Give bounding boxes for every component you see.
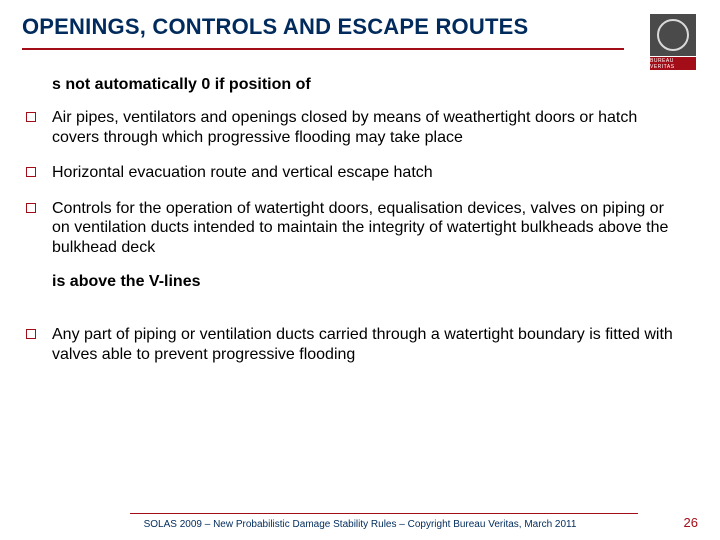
- title-row: OPENINGS, CONTROLS AND ESCAPE ROUTES BUR…: [22, 14, 698, 70]
- logo-circle-icon: [657, 19, 689, 51]
- bureau-veritas-logo: BUREAU VERITAS: [648, 14, 698, 70]
- intro-text: s not automatically 0 if position of: [52, 76, 684, 94]
- footer-text: SOLAS 2009 – New Probabilistic Damage St…: [0, 519, 720, 530]
- list-item: Controls for the operation of watertight…: [52, 199, 684, 258]
- logo-emblem: [650, 14, 696, 56]
- slide: OPENINGS, CONTROLS AND ESCAPE ROUTES BUR…: [0, 0, 720, 540]
- bullet-text: Horizontal evacuation route and vertical…: [52, 163, 433, 183]
- square-bullet-icon: [26, 203, 36, 213]
- list-item: Any part of piping or ventilation ducts …: [52, 325, 684, 364]
- title-underline: [22, 48, 624, 50]
- square-bullet-icon: [26, 329, 36, 339]
- square-bullet-icon: [26, 167, 36, 177]
- bullet-text: Controls for the operation of watertight…: [52, 199, 684, 258]
- logo-label-bar: BUREAU VERITAS: [650, 57, 696, 70]
- logo-text: BUREAU VERITAS: [650, 58, 696, 70]
- slide-title: OPENINGS, CONTROLS AND ESCAPE ROUTES: [22, 14, 528, 40]
- footer-divider: [130, 513, 638, 514]
- list-item: Air pipes, ventilators and openings clos…: [52, 108, 684, 147]
- page-number: 26: [684, 515, 698, 530]
- content-area: s not automatically 0 if position of Air…: [52, 76, 684, 380]
- conclude-text: is above the V-lines: [52, 273, 684, 291]
- square-bullet-icon: [26, 112, 36, 122]
- list-item: Horizontal evacuation route and vertical…: [52, 163, 684, 183]
- bullet-text: Air pipes, ventilators and openings clos…: [52, 108, 684, 147]
- bullet-text: Any part of piping or ventilation ducts …: [52, 325, 684, 364]
